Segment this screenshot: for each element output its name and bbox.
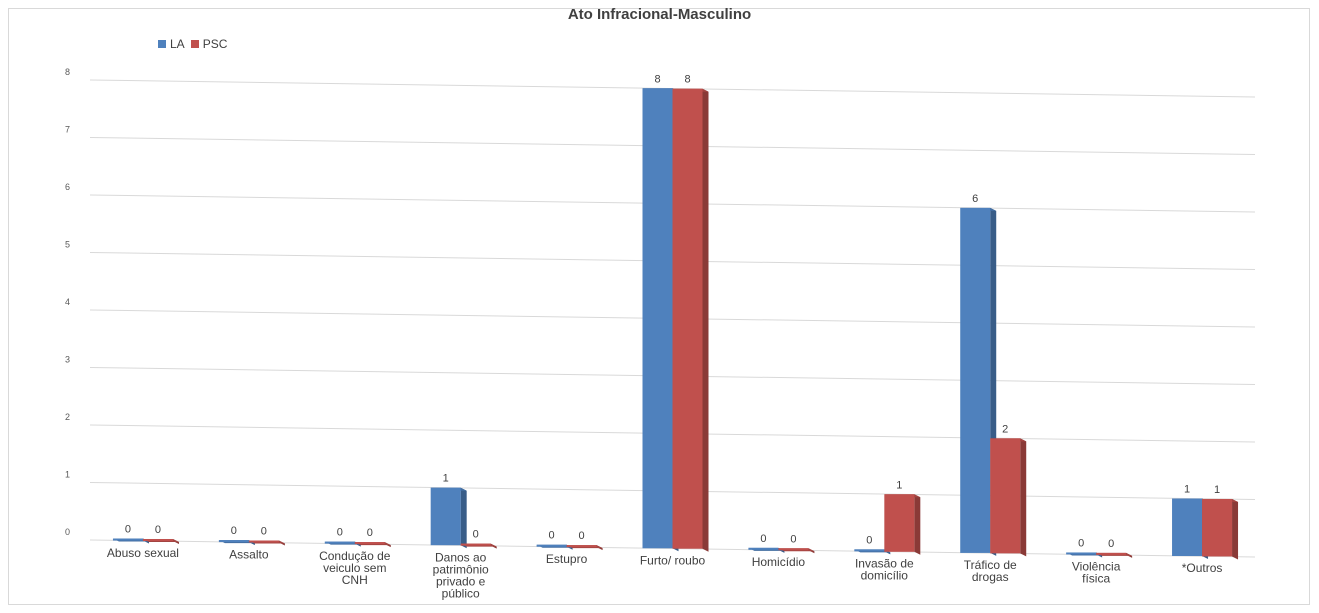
legend-label-la: LA [170,37,185,51]
bar-la-6 [748,547,779,550]
y-tick-label-6: 6 [65,182,70,192]
bar-psc-2 [354,542,385,545]
bar-psc-1 [248,540,279,543]
y-tick-label-7: 7 [65,125,70,135]
data-label-la-0: 0 [125,524,131,536]
bar-psc-0 [142,538,173,541]
x-category-label-3-2: privado e [436,574,486,588]
bar-side-psc-5 [702,88,709,552]
x-category-label-2-0: Condução de [319,549,391,563]
x-category-label-7-0: Invasão de [855,557,914,571]
x-category-label-8-0: Tráfico de [964,558,1017,572]
bar-psc-3 [460,543,491,546]
data-label-la-7: 0 [866,534,872,546]
bar-la-8 [960,207,991,553]
bar-side-psc-7 [914,494,921,555]
bar-psc-8 [990,438,1021,554]
x-category-label-3-0: Danos ao [435,550,487,564]
data-label-psc-10: 1 [1214,484,1220,496]
bar-la-4 [536,544,567,547]
x-category-label-4-0: Estupro [546,552,588,566]
bar-la-1 [218,540,249,543]
y-tick-label-5: 5 [65,240,70,250]
bar-side-psc-10 [1232,498,1239,560]
data-label-la-10: 1 [1184,484,1190,496]
y-tick-label-4: 4 [65,297,70,307]
x-category-label-10-0: *Outros [1182,561,1223,575]
x-category-label-7-1: domicílio [861,569,909,583]
data-label-la-8: 6 [972,193,978,205]
bar-psc-7 [884,494,915,552]
bar-la-2 [324,541,355,544]
bar-psc-10 [1202,498,1233,557]
legend-label-psc: PSC [202,37,228,51]
data-label-psc-5: 8 [684,74,690,86]
x-category-label-1-0: Assalto [229,547,269,561]
x-category-label-9-0: Violência [1072,560,1121,574]
y-tick-label-3: 3 [65,355,70,365]
data-label-la-2: 0 [337,527,343,539]
data-label-la-6: 0 [760,533,766,545]
x-category-label-2-1: veiculo sem [323,561,386,575]
bar-psc-5 [672,88,703,549]
data-label-la-5: 8 [654,73,660,85]
y-tick-label-1: 1 [65,470,70,480]
legend-swatch-la [158,40,166,48]
bar-side-la-3 [460,487,467,549]
legend-swatch-psc [190,40,199,48]
x-category-label-6-0: Homicídio [752,555,806,569]
chart-title: Ato Infracional-Masculino [567,6,752,23]
data-label-la-4: 0 [549,530,555,542]
data-label-psc-2: 0 [367,527,373,539]
bar-la-7 [854,549,885,552]
chart-legend: LA PSC [158,37,227,51]
x-category-label-9-1: física [1082,572,1110,586]
bar-la-10 [1172,498,1203,557]
data-label-psc-7: 1 [896,479,902,491]
bar-la-5 [642,88,673,549]
y-tick-label-8: 8 [65,67,70,77]
bar-psc-6 [778,548,809,551]
bar-la-3 [430,487,461,546]
x-category-label-3-3: público [442,586,480,600]
data-label-psc-4: 0 [579,530,585,542]
bar-la-9 [1066,552,1097,555]
bar-la-0 [112,538,143,541]
bar-side-psc-8 [1020,438,1027,557]
x-category-label-0-0: Abuso sexual [107,546,179,560]
y-tick-label-2: 2 [65,412,70,422]
data-label-psc-8: 2 [1002,423,1008,435]
x-category-label-3-1: patrimônio [433,562,489,576]
data-label-psc-3: 0 [473,529,479,541]
data-label-la-9: 0 [1078,537,1084,549]
data-label-la-1: 0 [231,525,237,537]
legend-item-la: LA [158,37,185,51]
bar-psc-4 [566,545,597,548]
y-tick-label-0: 0 [65,527,70,537]
data-label-psc-6: 0 [790,533,796,545]
x-category-label-5-0: Furto/ roubo [640,554,706,568]
data-label-psc-9: 0 [1108,538,1114,550]
bar-psc-9 [1096,552,1127,555]
data-label-psc-0: 0 [155,524,161,536]
x-category-label-2-2: CNH [342,573,368,587]
legend-item-psc: PSC [190,37,228,51]
data-label-psc-1: 0 [261,526,267,538]
data-label-la-3: 1 [443,473,449,485]
x-category-label-8-1: drogas [972,570,1009,584]
